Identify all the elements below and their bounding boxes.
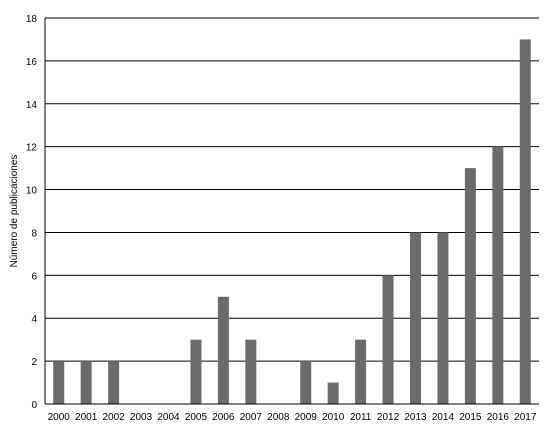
y-tick-label: 4 bbox=[31, 314, 37, 325]
bar-2013 bbox=[410, 232, 421, 404]
bar-2016 bbox=[492, 146, 504, 404]
x-tick-label: 2016 bbox=[487, 412, 510, 423]
x-tick-label: 2000 bbox=[48, 412, 71, 423]
x-tick-label: 2010 bbox=[322, 412, 345, 423]
x-tick-label: 2004 bbox=[157, 412, 180, 423]
y-tick-label: 10 bbox=[26, 186, 38, 197]
y-axis-label: Número de publicaciones bbox=[9, 155, 20, 268]
bar-2001 bbox=[80, 361, 92, 404]
x-tick-label: 2005 bbox=[185, 412, 208, 423]
bar-2011 bbox=[355, 339, 367, 404]
bar-2009 bbox=[300, 361, 312, 404]
y-tick-label: 12 bbox=[26, 143, 38, 154]
y-tick-label: 16 bbox=[26, 57, 38, 68]
y-tick-label: 6 bbox=[31, 271, 37, 282]
y-tick-label: 2 bbox=[31, 357, 37, 368]
y-tick-label: 8 bbox=[31, 228, 37, 239]
x-tick-label: 2009 bbox=[295, 412, 318, 423]
y-tick-label: 18 bbox=[26, 14, 38, 25]
x-tick-label: 2001 bbox=[75, 412, 98, 423]
bar-2014 bbox=[437, 232, 449, 404]
x-tick-label: 2017 bbox=[514, 412, 537, 423]
bar-2005 bbox=[190, 339, 202, 404]
bar-2007 bbox=[245, 339, 257, 404]
x-tick-label: 2012 bbox=[377, 412, 400, 423]
x-tick-label: 2002 bbox=[102, 412, 125, 423]
x-tick-label: 2013 bbox=[404, 412, 427, 423]
x-tick-labels: 2000 2001 2002 2003 2004 2005 2006 2007 2008 2009… bbox=[48, 412, 537, 423]
bar-2015 bbox=[464, 168, 476, 404]
y-tick-label: 0 bbox=[31, 400, 37, 411]
x-tick-label: 2006 bbox=[212, 412, 235, 423]
x-tick-label: 2014 bbox=[432, 412, 455, 423]
bar-2000 bbox=[53, 361, 65, 404]
x-tick-label: 2007 bbox=[240, 412, 263, 423]
bar-2002 bbox=[108, 361, 120, 404]
x-tick-label: 2015 bbox=[459, 412, 482, 423]
bar-2010 bbox=[327, 382, 339, 404]
x-tick-label: 2011 bbox=[350, 412, 372, 423]
x-tick-label: 2008 bbox=[267, 412, 290, 423]
bar-2006 bbox=[217, 296, 229, 404]
gridlines bbox=[45, 17, 539, 362]
bars bbox=[53, 39, 531, 404]
x-tick-label: 2003 bbox=[130, 412, 153, 423]
bar-2012 bbox=[382, 275, 394, 404]
bar-2017 bbox=[519, 39, 531, 404]
y-tick-labels: 0 2 4 6 8 10 12 14 16 18 bbox=[26, 14, 38, 411]
y-tick-label: 14 bbox=[26, 100, 38, 111]
